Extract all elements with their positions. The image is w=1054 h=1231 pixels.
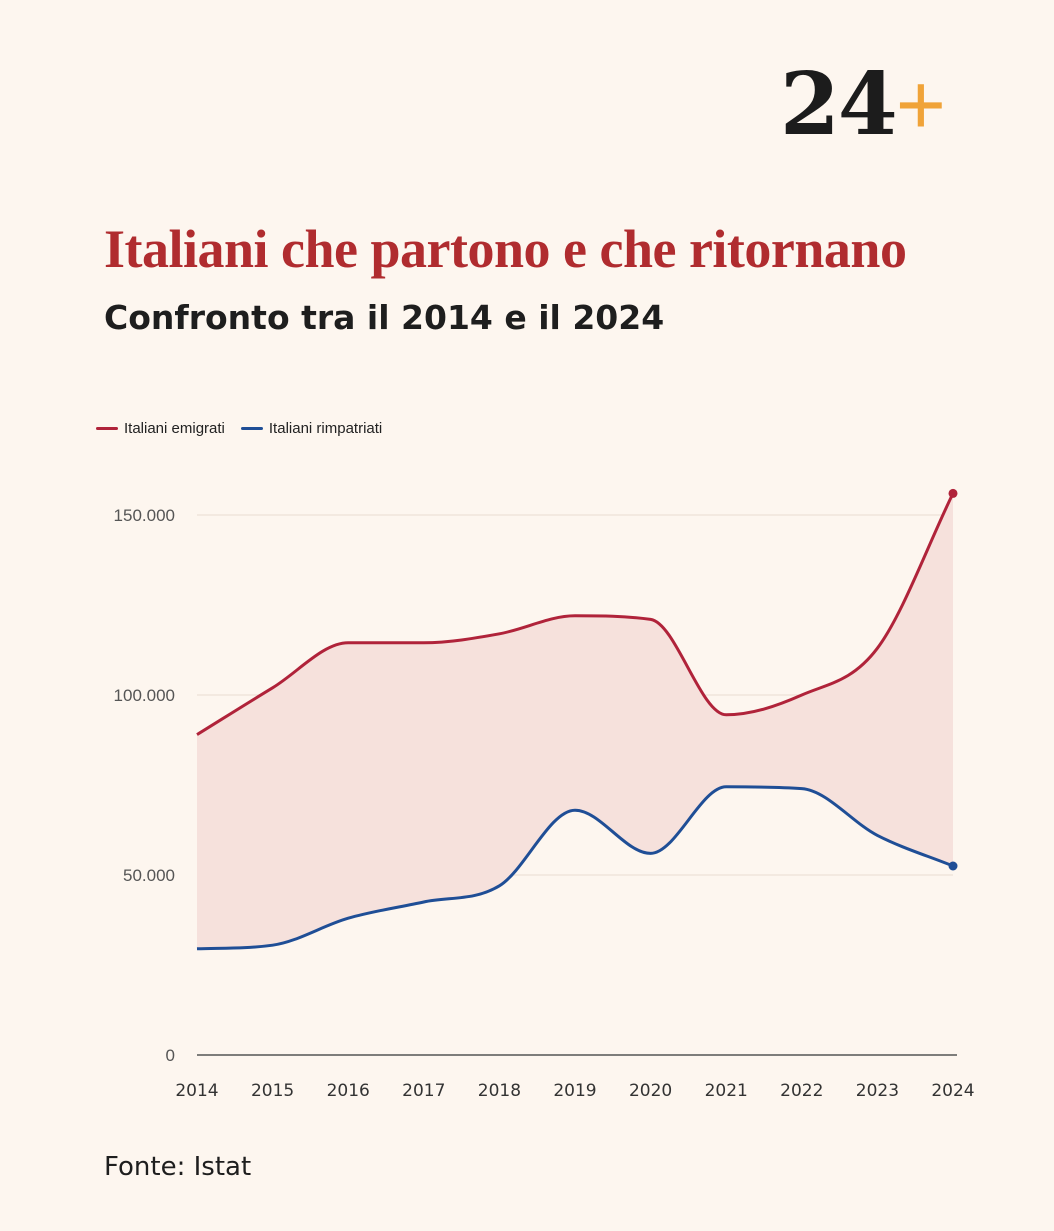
x-tick-label: 2021 <box>705 1081 748 1101</box>
x-tick-label: 2016 <box>327 1081 370 1101</box>
line-chart: 0 50.000 100.000 150.000 2014 2015 2016 2017 201… <box>114 488 975 1101</box>
x-tick-label: 2024 <box>931 1081 974 1101</box>
x-tick-label: 2014 <box>175 1081 218 1101</box>
legend-item-rimpatriati: Italiani rimpatriati <box>240 420 383 437</box>
y-tick-label: 150.000 <box>114 506 175 525</box>
logo-plus: + <box>895 57 946 153</box>
chart-title: Italiani che partono e che ritornano <box>104 219 907 279</box>
chart-subtitle: Confronto tra il 2014 e il 2024 <box>104 298 665 337</box>
point-emigrati-2024 <box>948 488 958 498</box>
legend-label-emigrati: Italiani emigrati <box>124 420 225 437</box>
x-tick-label: 2019 <box>553 1081 596 1101</box>
legend-swatch-rimpatriati <box>240 427 263 430</box>
legend-item-emigrati: Italiani emigrati <box>96 420 225 437</box>
brand-logo: 24+ <box>780 62 946 149</box>
logo-number: 24 <box>780 54 898 155</box>
x-tick-label: 2022 <box>780 1081 823 1101</box>
legend-label-rimpatriati: Italiani rimpatriati <box>268 420 383 437</box>
x-tick-label: 2020 <box>629 1081 672 1101</box>
x-tick-label: 2023 <box>856 1081 899 1101</box>
x-tick-label: 2018 <box>478 1081 521 1101</box>
y-tick-label: 100.000 <box>114 686 175 705</box>
series-line-rimpatriati <box>196 785 954 951</box>
point-rimpatriati-2024 <box>948 861 958 871</box>
legend-swatch-emigrati <box>96 427 118 430</box>
y-tick-label: 0 <box>166 1046 175 1065</box>
x-tick-label: 2017 <box>402 1081 445 1101</box>
series-line-emigrati <box>196 492 955 736</box>
x-tick-label: 2015 <box>251 1081 294 1101</box>
source-note: Fonte: Istat <box>104 1152 252 1182</box>
y-tick-label: 50.000 <box>123 866 175 885</box>
area-between-series <box>197 493 953 949</box>
chart-legend: Italiani emigrati Italiani rimpatriati <box>96 420 382 437</box>
